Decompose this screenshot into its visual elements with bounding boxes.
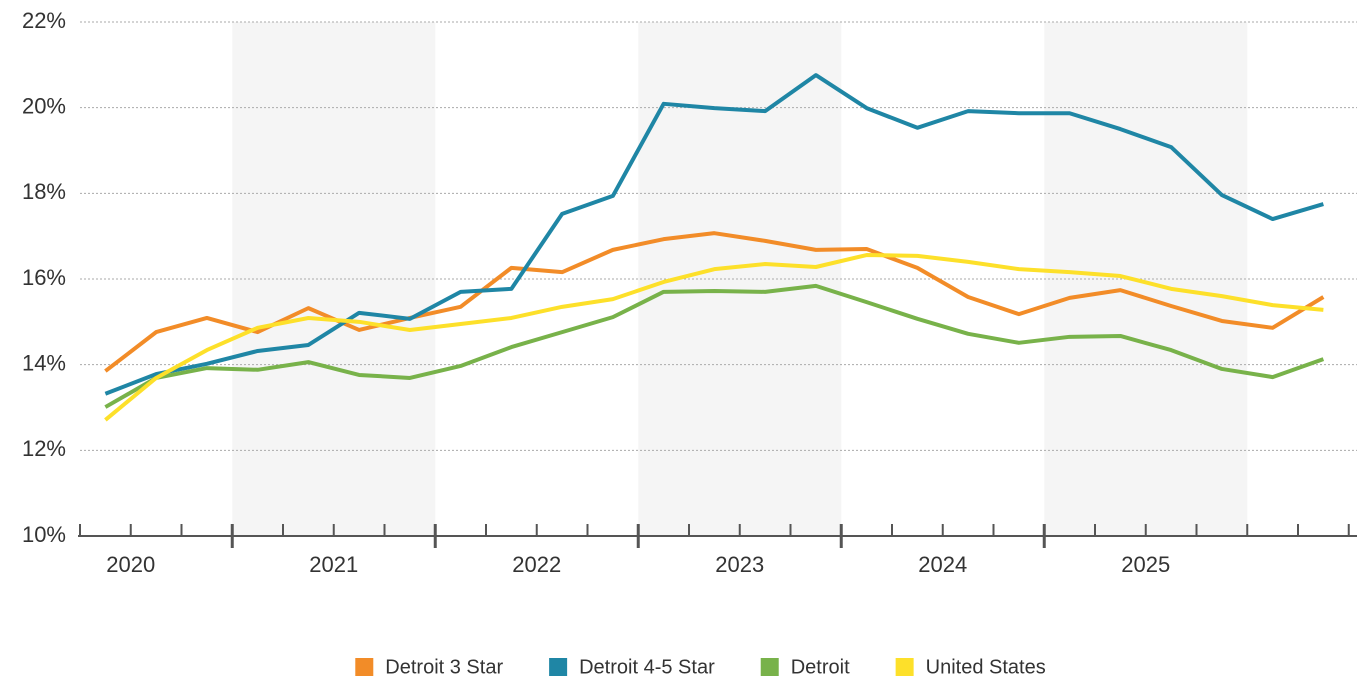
y-tick-label: 18% — [22, 179, 66, 204]
y-tick-label: 14% — [22, 350, 66, 375]
y-tick-label: 20% — [22, 93, 66, 118]
legend-label: Detroit 4-5 Star — [579, 656, 715, 678]
y-tick-label: 12% — [22, 436, 66, 461]
x-tick-label: 2023 — [715, 552, 764, 577]
x-tick-label: 2025 — [1121, 552, 1170, 577]
x-tick-label: 2024 — [918, 552, 967, 577]
legend-swatch — [895, 658, 914, 676]
legend-label: Detroit 3 Star — [385, 656, 503, 678]
x-tick-label: 2020 — [106, 552, 155, 577]
legend-label: United States — [926, 656, 1046, 678]
series-line — [104, 253, 1324, 422]
series-line — [104, 283, 1325, 409]
x-tick-label: 2021 — [309, 552, 358, 577]
legend-label: Detroit — [791, 656, 850, 678]
legend-swatch — [760, 658, 779, 676]
legend: Detroit 3 Star Detroit 4-5 Star Detroit Uni… — [355, 656, 1046, 678]
legend-swatch — [355, 658, 374, 676]
series-line — [104, 73, 1324, 396]
series-line — [104, 231, 1325, 373]
legend-swatch — [549, 658, 568, 676]
y-tick-label: 10% — [22, 522, 66, 547]
x-tick-label: 2022 — [512, 552, 561, 577]
y-tick-label: 16% — [22, 265, 66, 290]
y-tick-label: 22% — [22, 8, 66, 33]
